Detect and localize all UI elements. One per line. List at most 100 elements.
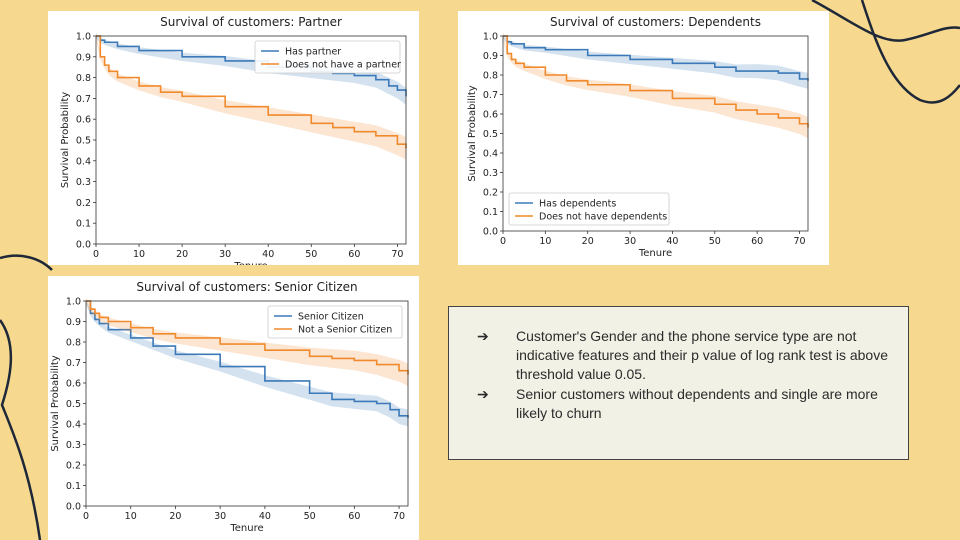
y-tick-label: 1.0 [483, 32, 498, 43]
chart-panel-senior-citizen: Survival of customers: Senior Citizen 0 10… [48, 276, 419, 540]
series-line [503, 35, 809, 128]
y-tick-label: 0.1 [483, 207, 498, 218]
note-text: Senior customers without dependents and … [516, 386, 878, 421]
x-tick-label: 0 [83, 511, 89, 522]
x-tick-label: 10 [539, 236, 551, 247]
series-band [86, 298, 408, 427]
y-tick-label: 0.8 [483, 71, 498, 82]
y-tick-label: 0.1 [76, 219, 91, 230]
x-tick-label: 60 [348, 249, 360, 260]
y-tick-label: 0.7 [66, 358, 81, 369]
x-tick-label: 60 [751, 236, 763, 247]
y-tick-label: 0.9 [66, 317, 81, 328]
arrow-right-icon: ➔ [477, 328, 489, 344]
x-tick-label: 30 [214, 511, 226, 522]
chart-dependents: Survival of customers: Dependents 0 10 20 30… [467, 15, 809, 259]
chart-senior-citizen: Survival of customers: Senior Citizen 0 10… [50, 280, 409, 534]
x-tick-label: 50 [304, 511, 316, 522]
series-line [86, 300, 409, 418]
y-tick-label: 0.2 [76, 198, 91, 209]
chart-title: Survival of customers: Senior Citizen [136, 280, 357, 294]
y-tick-label: 0.6 [76, 115, 91, 126]
y-tick-label: 0.7 [483, 90, 498, 101]
curve-right [860, 0, 960, 104]
legend-label: Has partner [285, 47, 341, 58]
y-tick-label: 0.2 [66, 461, 81, 472]
curve-left-upper [0, 254, 53, 271]
x-tick-label: 60 [348, 511, 360, 522]
x-tick-label: 40 [259, 511, 271, 522]
y-tick-label: 0.1 [66, 481, 81, 492]
x-tick-label: 40 [666, 236, 678, 247]
x-tick-label: 0 [93, 249, 99, 260]
y-tick-label: 0.6 [483, 110, 498, 121]
y-tick-label: 0.0 [66, 502, 81, 513]
note-text: Customer's Gender and the phone service … [516, 328, 888, 382]
x-tick-label: 30 [219, 249, 231, 260]
y-tick-label: 0.3 [76, 177, 91, 188]
x-axis-label: Tenure [229, 523, 263, 534]
note-item: ➔ Customer's Gender and the phone service… [471, 327, 888, 384]
legend-label: Does not have dependents [539, 212, 667, 223]
x-tick-label: 70 [391, 249, 403, 260]
y-tick-label: 0.5 [76, 136, 91, 147]
chart-title: Survival of customers: Dependents [550, 15, 761, 29]
y-axis-label: Survival Probability [50, 355, 61, 451]
curve-left-lower [0, 319, 42, 540]
legend-box [508, 192, 670, 226]
chart-title: Survival of customers: Partner [160, 15, 342, 29]
arrow-right-icon: ➔ [477, 386, 489, 402]
note-item: ➔ Senior customers without dependents and… [471, 385, 888, 423]
y-tick-label: 0.0 [483, 227, 498, 238]
y-tick-label: 0.6 [66, 379, 81, 390]
notes-list: ➔ Customer's Gender and the phone service… [449, 307, 908, 423]
legend-label: Senior Citizen [298, 312, 364, 323]
curve-top-right [811, 0, 960, 42]
y-tick-label: 0.2 [483, 188, 498, 199]
legend-label: Does not have a partner [285, 60, 401, 71]
y-tick-label: 1.0 [66, 297, 81, 308]
y-tick-label: 0.3 [66, 440, 81, 451]
y-tick-label: 0.4 [483, 149, 498, 160]
y-axis-label: Survival Probability [467, 85, 478, 181]
series-band [503, 32, 808, 139]
x-tick-label: 20 [176, 249, 188, 260]
x-tick-label: 70 [393, 511, 405, 522]
x-tick-label: 20 [169, 511, 181, 522]
series-line [503, 35, 809, 81]
y-tick-label: 0.5 [483, 129, 498, 140]
x-tick-label: 0 [500, 236, 506, 247]
x-tick-label: 40 [262, 249, 274, 260]
y-tick-label: 1.0 [76, 32, 91, 43]
chart-partner: Survival of customers: Partner 0 10 20 30 40 5… [60, 15, 407, 265]
y-tick-label: 0.8 [76, 73, 91, 84]
y-tick-label: 0.5 [66, 399, 81, 410]
x-tick-label: 10 [133, 249, 145, 260]
y-tick-label: 0.7 [76, 94, 91, 105]
x-tick-label: 20 [582, 236, 594, 247]
y-tick-label: 0.4 [66, 420, 81, 431]
series-band [96, 33, 406, 105]
legend-label: Not a Senior Citizen [298, 325, 392, 336]
y-tick-label: 0.8 [66, 338, 81, 349]
x-tick-label: 10 [125, 511, 137, 522]
chart-panel-dependents: Survival of customers: Dependents 0 10 20 30… [458, 11, 829, 265]
chart-panel-partner: Survival of customers: Partner 0 10 20 30 40 5… [48, 11, 419, 265]
y-axis-label: Survival Probability [60, 92, 71, 188]
series-band [86, 297, 408, 386]
series-line [86, 300, 409, 375]
y-tick-label: 0.0 [76, 240, 91, 251]
series-band [503, 33, 808, 89]
y-tick-label: 0.4 [76, 156, 91, 167]
y-tick-label: 0.9 [76, 52, 91, 63]
x-axis-label: Tenure [638, 248, 672, 259]
legend-box [267, 305, 403, 339]
x-tick-label: 50 [709, 236, 721, 247]
x-tick-label: 70 [793, 236, 805, 247]
y-tick-label: 0.3 [483, 168, 498, 179]
x-tick-label: 30 [624, 236, 636, 247]
notes-box: ➔ Customer's Gender and the phone service… [448, 306, 909, 460]
legend-label: Has dependents [539, 199, 616, 210]
y-tick-label: 0.9 [483, 51, 498, 62]
